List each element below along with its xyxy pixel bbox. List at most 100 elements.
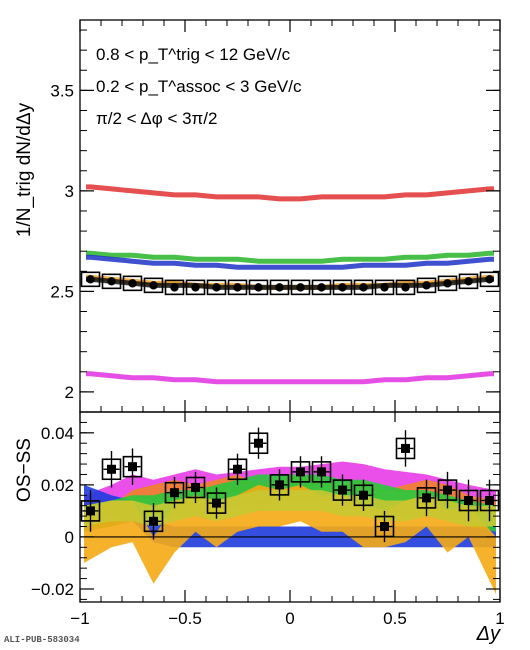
- data-point: [254, 438, 263, 448]
- syst-box: [164, 279, 185, 296]
- data-point: [107, 277, 116, 286]
- syst-box: [143, 277, 164, 294]
- syst-box: [479, 271, 500, 288]
- data-point: [149, 516, 158, 526]
- data-point: [128, 279, 137, 288]
- syst-box: [332, 279, 353, 296]
- x-tick-label: −0.5: [168, 609, 202, 628]
- syst-box: [374, 279, 395, 296]
- data-point: [233, 464, 242, 474]
- model-band-0: [84, 461, 496, 517]
- data-point: [233, 283, 242, 292]
- annotation-ptrig: 0.8 < p_T^trig < 12 GeV/c: [96, 45, 291, 64]
- x-tick-label: 1: [495, 609, 504, 628]
- bottom-y-tick-label: 0.04: [41, 424, 74, 443]
- syst-box: [101, 458, 122, 481]
- data-point: [191, 283, 200, 292]
- data-point: [128, 462, 137, 472]
- syst-box: [479, 489, 500, 512]
- x-axis-label: Δy: [476, 623, 501, 645]
- syst-box: [185, 279, 206, 296]
- data-point: [359, 490, 368, 500]
- data-point: [170, 488, 179, 498]
- data-point: [149, 281, 158, 290]
- syst-box: [395, 279, 416, 296]
- annotation-dphi: π/2 < Δφ < 3π/2: [96, 109, 217, 128]
- data-point: [443, 485, 452, 495]
- data-point: [464, 495, 473, 505]
- data-point: [107, 464, 116, 474]
- data-point: [401, 443, 410, 453]
- data-point: [317, 283, 326, 292]
- syst-box: [458, 489, 479, 512]
- x-tick-label: −1: [70, 609, 89, 628]
- data-point: [296, 283, 305, 292]
- data-point: [254, 283, 263, 292]
- syst-box: [101, 273, 122, 290]
- data-point: [464, 277, 473, 286]
- syst-box: [206, 279, 227, 296]
- bottom-y-tick-label: 0.02: [41, 476, 74, 495]
- top-y-axis-label: 1/N_trig dN/dΔy: [14, 102, 35, 237]
- x-tick-label: 0: [285, 609, 294, 628]
- top-y-tick-label: 2.5: [50, 282, 74, 301]
- data-point: [170, 283, 179, 292]
- syst-box: [416, 277, 437, 294]
- syst-box: [395, 437, 416, 460]
- data-point: [359, 283, 368, 292]
- syst-box: [332, 479, 353, 501]
- data-point: [86, 506, 95, 516]
- footer-label: ALI-PUB-583034: [4, 635, 80, 645]
- syst-box: [458, 273, 479, 290]
- syst-box: [248, 432, 269, 455]
- data-point: [401, 283, 410, 292]
- x-tick-label: 0.5: [383, 609, 407, 628]
- data-point: [86, 275, 95, 284]
- data-point: [380, 522, 389, 532]
- syst-box: [122, 275, 143, 292]
- data-point: [443, 279, 452, 288]
- model-curve-4: [86, 276, 494, 290]
- syst-box: [143, 510, 164, 533]
- syst-box: [80, 500, 101, 522]
- syst-box: [437, 275, 458, 292]
- syst-box: [353, 484, 374, 507]
- syst-box: [416, 487, 437, 509]
- top-y-tick-label: 2: [65, 383, 74, 402]
- data-point: [485, 275, 494, 284]
- top-y-tick-label: 3.5: [50, 81, 74, 100]
- model-band-3: [84, 474, 496, 532]
- syst-box: [290, 461, 311, 483]
- model-curve-0: [86, 184, 494, 202]
- syst-box: [248, 279, 269, 296]
- model-curve-2: [86, 254, 494, 270]
- bottom-y-axis-label: OS−SS: [14, 438, 35, 502]
- syst-box: [227, 458, 248, 481]
- data-point: [338, 283, 347, 292]
- syst-box: [122, 455, 143, 478]
- data-point: [296, 467, 305, 477]
- syst-box: [311, 279, 332, 296]
- data-point: [485, 495, 494, 505]
- data-point: [275, 480, 284, 490]
- syst-box: [437, 479, 458, 501]
- syst-box: [311, 461, 332, 483]
- syst-box: [374, 515, 395, 538]
- syst-box: [353, 279, 374, 296]
- syst-box: [227, 279, 248, 296]
- model-curve-5: [86, 371, 494, 385]
- bottom-y-tick-label: −0.02: [31, 580, 74, 599]
- data-point: [275, 283, 284, 292]
- syst-box: [269, 474, 290, 496]
- data-point: [191, 482, 200, 492]
- syst-box: [290, 279, 311, 296]
- data-point: [317, 467, 326, 477]
- syst-box: [206, 492, 227, 514]
- syst-box: [80, 271, 101, 288]
- model-curve-1: [86, 250, 494, 264]
- data-point: [212, 498, 221, 508]
- data-point: [212, 283, 221, 292]
- annotation-passoc: 0.2 < p_T^assoc < 3 GeV/c: [96, 77, 302, 96]
- data-point: [380, 283, 389, 292]
